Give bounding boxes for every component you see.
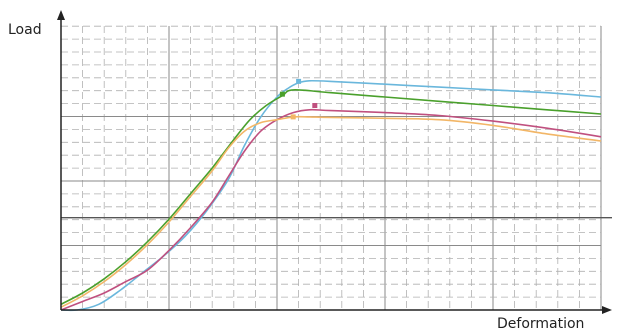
grid <box>61 25 612 310</box>
series-layer <box>60 78 602 312</box>
peak-marker <box>290 114 296 120</box>
series-line <box>60 79 602 312</box>
x-axis-label: Deformation <box>497 316 584 332</box>
series-line <box>60 89 602 306</box>
series-4 <box>60 114 602 308</box>
axes <box>57 10 612 314</box>
x-axis-arrow <box>602 306 612 314</box>
series-1 <box>60 78 602 312</box>
y-axis-label: Load <box>8 22 42 38</box>
series-line <box>60 108 602 311</box>
y-axis-arrow <box>57 10 65 20</box>
series-line <box>60 115 602 308</box>
peak-marker <box>312 103 318 109</box>
peak-marker <box>296 78 302 84</box>
series-3 <box>60 103 602 311</box>
series-2 <box>60 89 602 306</box>
peak-marker <box>279 91 285 97</box>
